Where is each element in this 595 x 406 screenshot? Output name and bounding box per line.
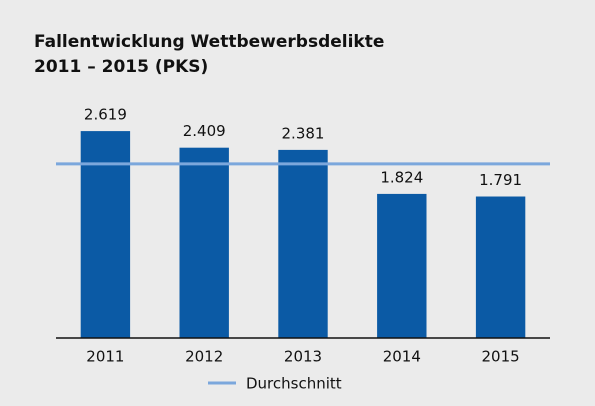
- value-label: 2.409: [183, 122, 226, 140]
- x-tick-label: 2015: [482, 348, 520, 366]
- bar: [278, 149, 328, 338]
- value-label: 1.824: [380, 168, 423, 186]
- bar: [80, 131, 131, 338]
- x-tick-label: 2011: [86, 348, 124, 366]
- x-tick-label: 2013: [284, 348, 322, 366]
- x-tick-label: 2014: [383, 348, 421, 366]
- value-label: 2.381: [282, 124, 325, 142]
- bar: [475, 196, 526, 338]
- bar: [377, 193, 427, 338]
- value-label: 2.619: [84, 106, 127, 124]
- chart-title: Fallentwicklung Wettbewerbsdelikte: [34, 32, 384, 52]
- legend-label: Durchschnitt: [246, 375, 342, 393]
- x-tick-label: 2012: [185, 348, 223, 366]
- bar: [179, 147, 229, 338]
- chart-subtitle: 2011 – 2015 (PKS): [34, 57, 208, 77]
- value-label: 1.791: [479, 171, 522, 189]
